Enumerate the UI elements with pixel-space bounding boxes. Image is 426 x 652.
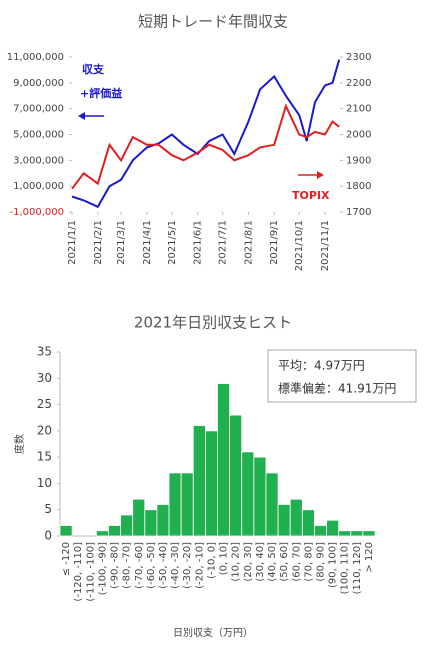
bar [168, 472, 182, 537]
bar [253, 456, 267, 537]
annotation: 収支 [82, 62, 105, 76]
x-tick-label: 2021/1/1 [67, 220, 78, 265]
x-tick-label: (-100, -90] [97, 542, 108, 595]
x-tick-label: (10, 20] [231, 542, 242, 582]
bar [120, 514, 134, 537]
stats-box [267, 349, 417, 403]
y-tick-label: 11,000,000 [7, 52, 64, 63]
x-tick-label: 2021/9/1 [269, 220, 280, 265]
y2-tick-label: 2000 [346, 130, 371, 141]
x-tick-label: ≤ -120 [61, 542, 72, 576]
y-tick-label: 3,000,000 [13, 155, 64, 166]
x-tick-label: 2021/6/1 [193, 220, 204, 265]
bar [144, 509, 158, 537]
x-tick-label: (60, 70] [291, 542, 302, 582]
y-axis-label: 度数 [13, 434, 26, 454]
x-tick-label: (40, 50] [267, 542, 278, 582]
y2-tick-label: 1700 [346, 207, 371, 218]
chart-title: 2021年日別収支ヒスト [134, 314, 292, 332]
bar [108, 525, 121, 537]
y2-tick-label: 2300 [346, 52, 371, 63]
bar [289, 498, 303, 537]
bar [265, 472, 279, 537]
bar [229, 414, 243, 537]
bar [95, 530, 109, 537]
bar [217, 383, 231, 537]
y2-tick-label: 1800 [346, 181, 371, 192]
x-tick-label: (-60, -50] [146, 542, 157, 589]
y-tick-label: 10 [37, 476, 52, 490]
bar [301, 509, 315, 537]
y-tick-label: 5 [44, 502, 52, 516]
bar [180, 472, 194, 537]
x-tick-label: (100, 110] [340, 542, 351, 594]
x-tick-label: > 120 [364, 542, 375, 573]
bar [156, 504, 170, 537]
x-tick-label: (-90, -80] [110, 542, 121, 589]
x-tick-label: (-70, -60] [134, 542, 145, 589]
x-tick-label: (-80, -70] [122, 542, 133, 589]
x-axis-label: 日別収支（万円） [173, 627, 253, 639]
x-tick-label: 2021/4/1 [142, 220, 153, 265]
x-tick-label: 2021/7/1 [218, 220, 229, 265]
bar [314, 525, 327, 537]
x-tick-label: (90, 100] [328, 542, 339, 588]
chart-title: 短期トレード年間収支 [138, 13, 288, 31]
bar [204, 430, 218, 537]
x-tick-label: (-110, -100] [85, 542, 96, 602]
x-tick-label: (-120, -110] [73, 542, 84, 602]
y-tick-label: 25 [37, 397, 52, 411]
x-tick-label: 2021/11/1 [320, 220, 331, 271]
bar [277, 504, 291, 537]
y-tick-label: 1,000,000 [13, 181, 64, 192]
y-tick-label: 15 [37, 450, 52, 464]
y-tick-label: 30 [37, 371, 52, 385]
annotation: +評価益 [80, 86, 122, 100]
x-tick-label: (-20, -10] [194, 542, 205, 589]
arrow-head [78, 112, 85, 120]
x-tick-label: (0, 10] [219, 542, 230, 575]
bar [362, 530, 376, 537]
x-tick-label: (50, 60] [279, 542, 290, 582]
annotation: TOPIX [292, 189, 330, 202]
y-tick-label: 9,000,000 [13, 78, 64, 89]
y-tick-label: 5,000,000 [13, 130, 64, 141]
x-tick-label: (-30, -20] [182, 542, 193, 589]
y-tick-label: 0 [44, 529, 52, 543]
bar [59, 525, 73, 537]
x-tick-label: (-10, 0] [206, 542, 217, 579]
x-tick-label: (70, 80] [303, 542, 314, 582]
bar [338, 530, 352, 537]
x-tick-label: 2021/10/1 [294, 220, 305, 271]
data-line [71, 59, 341, 209]
data-line [71, 103, 340, 190]
bar [350, 530, 364, 537]
y-tick-label: 7,000,000 [13, 104, 64, 115]
arrow-head [317, 171, 324, 179]
x-tick-label: 2021/2/1 [93, 220, 104, 265]
x-tick-label: (110, 120] [352, 542, 363, 594]
y2-tick-label: 1900 [346, 155, 371, 166]
x-tick-label: 2021/8/1 [243, 220, 254, 265]
y-tick-label: -1,000,000 [9, 207, 64, 218]
y2-tick-label: 2200 [346, 78, 371, 89]
x-tick-label: (30, 40] [255, 542, 266, 582]
x-tick-label: (-40, -30] [170, 542, 181, 589]
y-tick-label: 35 [37, 345, 52, 359]
bar [241, 451, 255, 537]
x-tick-label: 2021/3/1 [116, 220, 127, 265]
x-tick-label: 2021/5/1 [167, 220, 178, 265]
bar [132, 498, 146, 537]
y-tick-label: 20 [37, 423, 52, 437]
stat-text: 平均：4.97万円 [278, 359, 365, 373]
bar [192, 425, 206, 537]
x-tick-label: (20, 30] [243, 542, 254, 582]
x-tick-label: (80, 90] [315, 542, 326, 582]
y2-tick-label: 2100 [346, 104, 371, 115]
stat-text: 標準偏差：41.91万円 [278, 381, 396, 396]
x-tick-label: (-50, -40] [158, 542, 169, 589]
bar [326, 519, 340, 537]
